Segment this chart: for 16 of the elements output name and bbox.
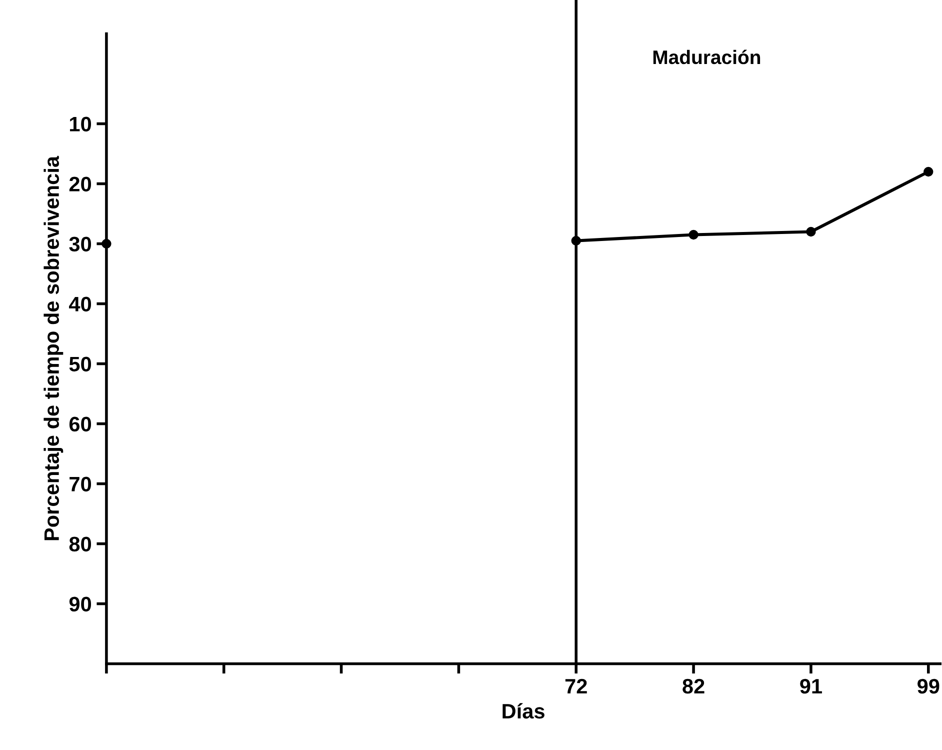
y-tick-label: 80 xyxy=(69,536,92,552)
x-tick-label: 91 xyxy=(800,678,822,694)
x-tick-label: 99 xyxy=(918,678,940,694)
y-tick-label: 40 xyxy=(69,296,92,312)
annotation: Maduración xyxy=(653,50,760,64)
y-tick-label: 50 xyxy=(69,356,92,372)
y-axis-title: Porcentaje de tiempo de sobrevivencia xyxy=(44,156,64,540)
y-tick-label: 30 xyxy=(69,236,92,252)
x-tick-label: 82 xyxy=(682,678,704,694)
x-tick-label: 72 xyxy=(565,678,587,694)
y-tick-label: 20 xyxy=(69,176,92,192)
y-tick-label: 90 xyxy=(69,596,92,612)
x-axis-title: Días xyxy=(502,703,544,719)
y-tick-label: 70 xyxy=(70,476,92,492)
y-tick-label: 60 xyxy=(69,416,92,432)
y-tick-label: 10 xyxy=(70,116,92,132)
